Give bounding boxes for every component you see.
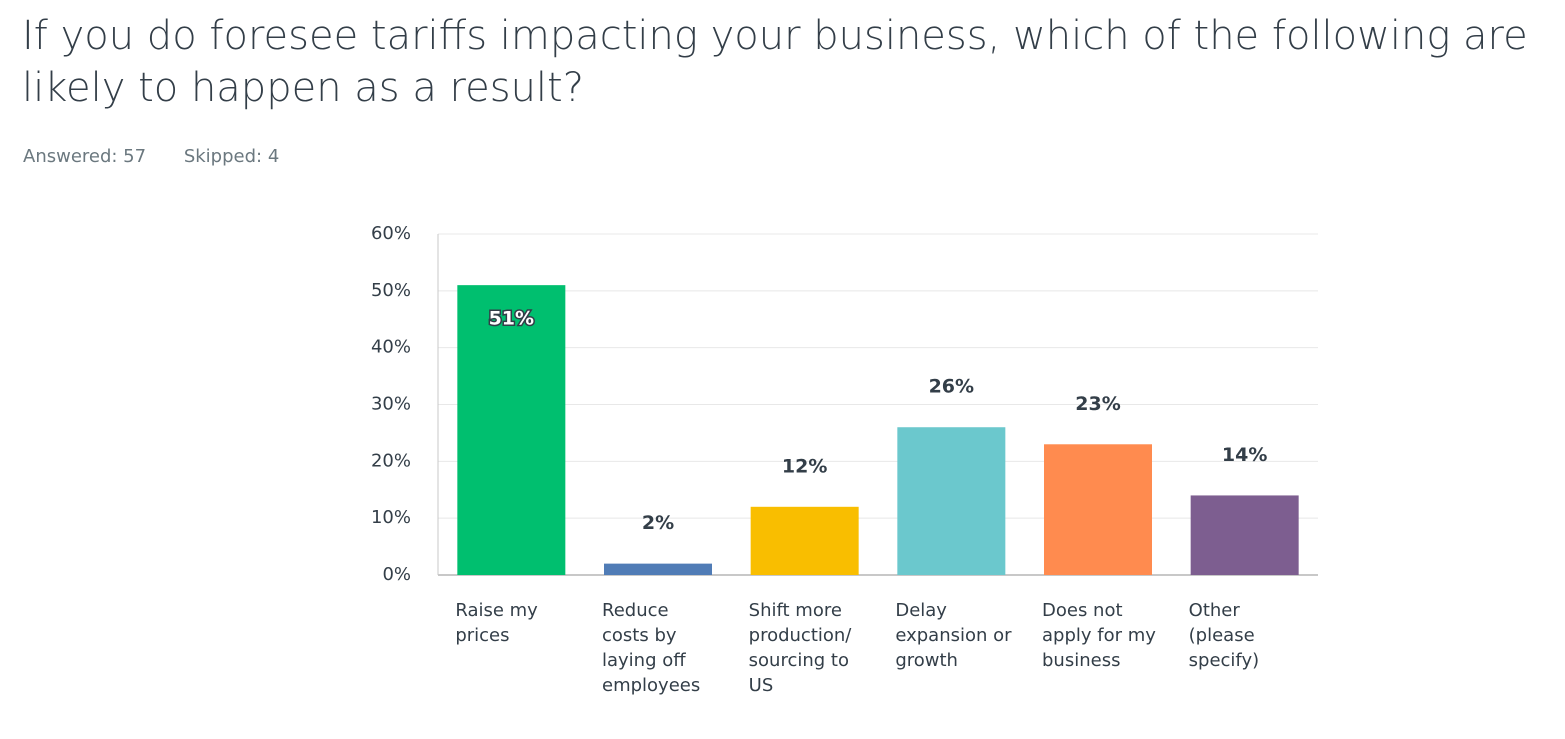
bar	[457, 285, 566, 575]
answered: Answered: 57	[23, 146, 147, 167]
bar	[1044, 444, 1152, 575]
bar	[1190, 495, 1299, 575]
y-tick-label: 0%	[382, 564, 411, 585]
y-tick-label: 50%	[371, 280, 411, 301]
y-tick-label: 30%	[371, 394, 411, 415]
y-tick-label: 20%	[371, 450, 411, 471]
stats: Answered: 57 Skipped: 4	[23, 146, 311, 167]
x-tick-label: Shift more production/ sourcing to US	[748, 600, 852, 696]
y-tick-label: 40%	[371, 337, 411, 358]
x-tick-label: Reduce costs by laying off employees	[602, 600, 701, 696]
bar	[897, 427, 1006, 575]
x-tick-label: Raise my prices	[455, 600, 538, 646]
y-tick-label: 10%	[371, 507, 411, 528]
chart-title: If you do foresee tariffs impacting your…	[22, 13, 1528, 111]
skipped: Skipped: 4	[183, 146, 280, 167]
value-label: 12%	[782, 455, 827, 477]
bar	[604, 563, 712, 575]
x-tick-label: Delay expansion or growth	[895, 600, 1012, 671]
value-label: 23%	[1075, 393, 1120, 415]
y-tick-label: 60%	[371, 223, 411, 244]
x-tick-label: Does not apply for my business	[1042, 600, 1156, 671]
value-label: 2%	[642, 512, 674, 534]
value-label: 51%	[489, 308, 534, 330]
x-tick-label: Other (please specify)	[1188, 600, 1260, 671]
value-label: 26%	[929, 376, 974, 398]
bar	[750, 506, 859, 575]
value-label: 14%	[1222, 444, 1267, 466]
